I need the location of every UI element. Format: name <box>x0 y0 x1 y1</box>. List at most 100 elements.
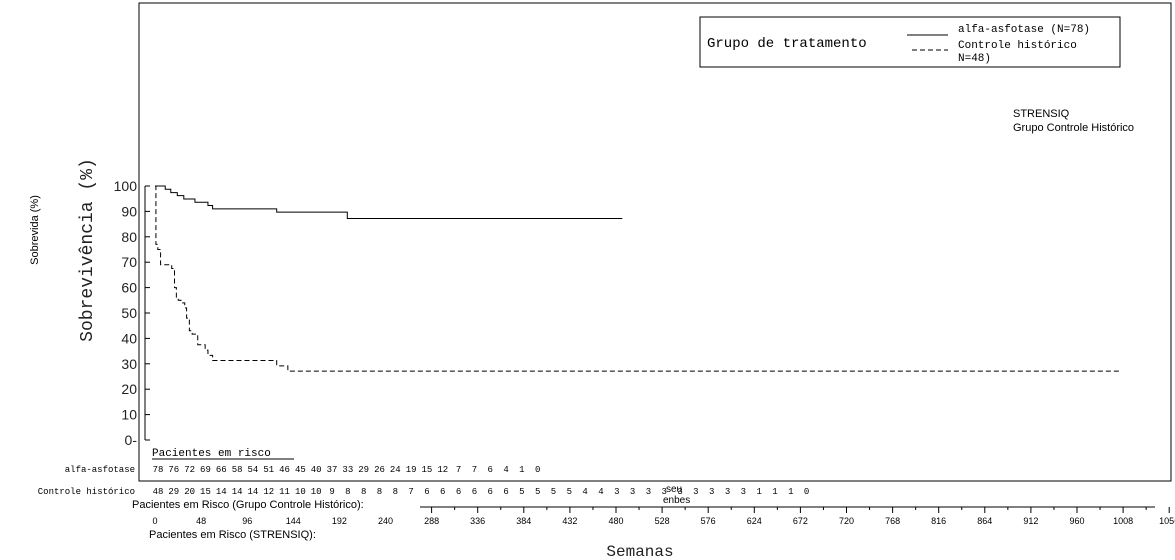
x-tick-label: 144 <box>286 516 301 526</box>
y-tick-label: 80 <box>121 229 137 245</box>
risk-value-alfa: 54 <box>248 465 259 475</box>
risk-value-alfa: 0 <box>535 465 540 475</box>
y-tick-label: 60 <box>121 280 137 296</box>
risk-value-historico: 3 <box>614 487 619 497</box>
risk-value-historico: 14 <box>216 487 227 497</box>
risk-value-alfa: 40 <box>311 465 322 475</box>
y-tick-label: 30 <box>121 356 137 372</box>
risk-value-alfa: 78 <box>153 465 164 475</box>
x-tick-label: 672 <box>793 516 808 526</box>
legend-entry-historico-line2: N=48) <box>958 53 991 65</box>
stray-overlay-text: seu enbes <box>663 484 690 506</box>
risk-value-historico: 9 <box>329 487 334 497</box>
y-axis-title: Sobrevivência (%) <box>78 158 98 342</box>
y-axis: 0- 10 20 30 40 50 60 70 80 90 100 <box>114 178 150 448</box>
risk-value-alfa: 76 <box>168 465 179 475</box>
x-tick-label: 768 <box>885 516 900 526</box>
y-tick-label: 90 <box>121 203 137 219</box>
overlay-legend-strensiq: STRENSIQ <box>1013 108 1070 120</box>
series-layer <box>155 185 1122 372</box>
overlay-risk-strensiq-label: Pacientes em Risco (STRENSIQ): <box>149 529 316 541</box>
risk-value-alfa: 51 <box>263 465 274 475</box>
risk-row-label-historico: Controle histórico <box>38 487 135 497</box>
risk-value-historico: 10 <box>295 487 306 497</box>
risk-value-alfa: 37 <box>327 465 338 475</box>
x-tick-label: 288 <box>424 516 439 526</box>
x-tick-label: 96 <box>242 516 252 526</box>
legend-title: Grupo de tratamento <box>707 36 867 52</box>
risk-value-historico: 1 <box>756 487 761 497</box>
legend-box <box>699 16 1121 68</box>
overlay-risk-historico-label: Pacientes em Risco (Grupo Controle Histó… <box>132 499 364 511</box>
series-line-historico <box>155 185 1122 372</box>
risk-value-historico: 5 <box>567 487 572 497</box>
risk-value-historico: 6 <box>424 487 429 497</box>
risk-value-alfa: 33 <box>342 465 353 475</box>
risk-value-alfa: 69 <box>200 465 211 475</box>
risk-value-historico: 3 <box>677 487 682 497</box>
risk-value-alfa: 29 <box>358 465 369 475</box>
risk-value-historico: 48 <box>153 487 164 497</box>
x-tick-label: 624 <box>747 516 762 526</box>
y-tick-label: 50 <box>121 305 137 321</box>
y-axis-overlay-label: Sobrevida (%) <box>29 195 41 265</box>
risk-value-historico: 10 <box>311 487 322 497</box>
risk-value-historico: 8 <box>361 487 366 497</box>
risk-value-historico: 3 <box>646 487 651 497</box>
risk-value-historico: 4 <box>582 487 587 497</box>
x-tick-label: 576 <box>701 516 716 526</box>
x-tick-label: 384 <box>516 516 531 526</box>
x-tick-label: 864 <box>977 516 992 526</box>
risk-value-alfa: 6 <box>488 465 493 475</box>
risk-value-historico: 15 <box>200 487 211 497</box>
risk-value-historico: 14 <box>232 487 243 497</box>
legend-entry-historico-line1: Controle histórico <box>958 40 1077 52</box>
risk-row-label-alfa: alfa-asfotase <box>65 465 135 475</box>
risk-value-historico: 20 <box>184 487 195 497</box>
risk-value-historico: 6 <box>440 487 445 497</box>
risk-value-alfa: 1 <box>519 465 524 475</box>
overlay-legend-historico: Grupo Controle Histórico <box>1013 122 1134 134</box>
risk-value-historico: 3 <box>725 487 730 497</box>
risk-value-historico: 5 <box>551 487 556 497</box>
risk-value-alfa: 72 <box>184 465 195 475</box>
risk-value-alfa: 4 <box>503 465 508 475</box>
y-tick-label: 10 <box>121 407 137 423</box>
risk-value-historico: 6 <box>503 487 508 497</box>
risk-value-historico: 5 <box>519 487 524 497</box>
risk-value-historico: 8 <box>377 487 382 497</box>
risk-value-historico: 7 <box>408 487 413 497</box>
risk-value-historico: 3 <box>630 487 635 497</box>
x-tick-label: 912 <box>1023 516 1038 526</box>
x-tick-label: 1056 <box>1159 516 1175 526</box>
y-tick-label: 0- <box>125 432 138 448</box>
y-tick-label: 100 <box>114 178 138 194</box>
risk-value-historico: 14 <box>248 487 259 497</box>
x-tick-label: 0 <box>152 516 157 526</box>
legend-entry-alfa: alfa-asfotase (N=78) <box>958 24 1090 36</box>
x-tick-label: 192 <box>332 516 347 526</box>
x-tick-label: 528 <box>655 516 670 526</box>
risk-value-historico: 12 <box>263 487 274 497</box>
risk-table-title: Pacientes em risco <box>152 448 271 460</box>
risk-value-alfa: 7 <box>472 465 477 475</box>
risk-value-alfa: 66 <box>216 465 227 475</box>
risk-value-alfa: 15 <box>422 465 433 475</box>
risk-value-historico: 29 <box>168 487 179 497</box>
risk-value-historico: 6 <box>488 487 493 497</box>
risk-value-historico: 1 <box>772 487 777 497</box>
risk-value-historico: 8 <box>345 487 350 497</box>
y-tick-label: 40 <box>121 330 137 346</box>
stray-overlay-text-line2: enbes <box>663 495 690 506</box>
risk-value-historico: 3 <box>741 487 746 497</box>
risk-value-alfa: 7 <box>456 465 461 475</box>
x-tick-label: 1008 <box>1113 516 1133 526</box>
y-tick-label: 70 <box>121 254 137 270</box>
risk-value-historico: 8 <box>393 487 398 497</box>
x-tick-label: 480 <box>608 516 623 526</box>
x-tick-label: 432 <box>562 516 577 526</box>
x-tick-label: 336 <box>470 516 485 526</box>
risk-value-alfa: 19 <box>406 465 417 475</box>
risk-values: 78 76 72 69 66 58 54 51 46 45 40 37 33 29 26 24 19 15 12 7 7… <box>153 465 810 497</box>
risk-value-historico: 6 <box>472 487 477 497</box>
